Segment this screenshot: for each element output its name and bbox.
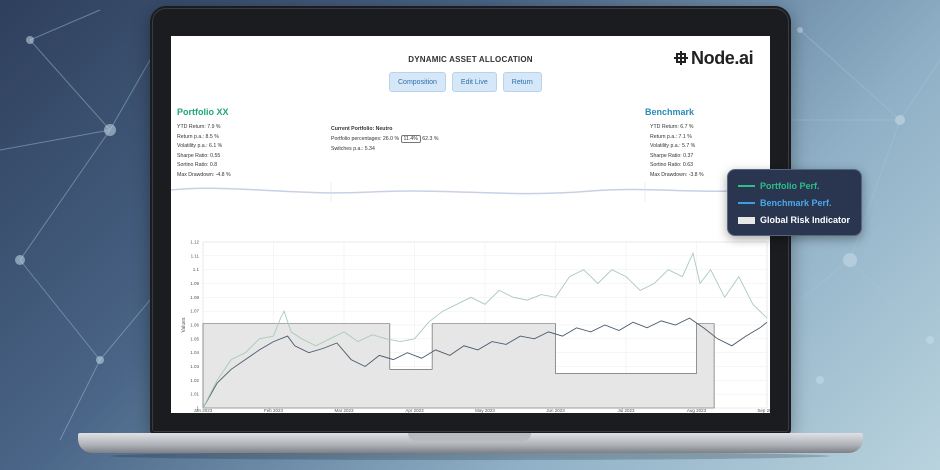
y-tick-label: 1.05 (190, 336, 199, 341)
y-tick-label: 1.04 (190, 350, 199, 355)
legend-label-benchmark: Benchmark Perf. (760, 198, 832, 208)
current-portfolio: Current Portfolio: Neutro Portfolio perc… (331, 124, 438, 154)
y-tick-label: 1.1 (193, 267, 200, 272)
x-tick-label: Jun 2023 (546, 408, 565, 413)
tab-composition[interactable]: Composition (389, 72, 446, 92)
y-tick-label: 1.07 (190, 309, 199, 314)
node-logo-icon (674, 51, 688, 65)
x-tick-label: Mar 2023 (334, 408, 354, 413)
x-axis-ticks: Jan 2023 Feb 2023 Mar 2023 Apr 2023 May 2023… (194, 408, 770, 413)
stat-max-drawdown: Max Drawdown: -4.8 % (177, 171, 231, 178)
tab-edit-live[interactable]: Edit Live (451, 72, 497, 92)
stat-volatility: Volatility p.a.: 6.1 % (177, 143, 223, 150)
x-tick-label: Jul 2023 (617, 408, 635, 413)
stat-sortino: Sortino Ratio: 0.8 (177, 162, 218, 169)
chart-legend: Portfolio Perf. Benchmark Perf. Global R… (727, 169, 862, 236)
x-tick-label: Aug 2023 (687, 408, 707, 413)
portfolio-percentages: Portfolio percentages: 26.0 % 11.4% 62.3… (331, 134, 438, 144)
y-tick-label: 1.03 (190, 364, 199, 369)
bench-stat-max-drawdown: Max Drawdown: -3.8 % (650, 171, 704, 178)
y-tick-label: 1.01 (190, 392, 199, 397)
legend-label-portfolio: Portfolio Perf. (760, 181, 820, 191)
view-tabs: Composition Edit Live Return (389, 72, 542, 92)
benchmark-line (202, 317, 768, 409)
chart-lines (202, 251, 768, 409)
benchmark-line-swatch (738, 202, 755, 204)
brand-logo[interactable]: Node.ai (674, 47, 754, 69)
benchmark-stats: YTD Return: 6.7 % Return p.a.: 7.1 % Vol… (650, 123, 704, 181)
bench-stat-sharpe: Sharpe Ratio: 0.37 (650, 152, 694, 159)
x-tick-label: Feb 2023 (264, 408, 284, 413)
switches-pa: Switches p.a.: 5.34 (331, 146, 375, 152)
y-tick-label: 1.02 (190, 378, 199, 383)
stat-sharpe: Sharpe Ratio: 0.55 (177, 152, 221, 159)
bench-stat-sortino: Sortino Ratio: 0.63 (650, 162, 693, 169)
y-tick-label: 1.11 (191, 253, 200, 258)
chart-wave-decoration (171, 187, 770, 195)
legend-item-portfolio[interactable]: Portfolio Perf. (738, 181, 820, 191)
risk-area (202, 323, 715, 409)
bench-stat-return-pa: Return p.a.: 7.1 % (650, 133, 692, 140)
bench-stat-volatility: Volatility p.a.: 5.7 % (650, 143, 696, 150)
performance-chart[interactable]: 1 1.01 1.02 1.03 1.04 1.05 1.06 1.07 1.08 1.09 1.1… (171, 182, 770, 413)
y-tick-label: 1.09 (190, 281, 199, 286)
y-axis-label: Values (181, 317, 187, 332)
portfolio-line (202, 251, 768, 409)
benchmark-title: Benchmark (645, 107, 695, 117)
x-tick-label: Jan 2023 (194, 408, 213, 413)
stat-ytd-return: YTD Return: 7.9 % (177, 124, 221, 130)
percentages-label: Portfolio percentages: 26.0 % (331, 136, 400, 142)
laptop-screen: DYNAMIC ASSET ALLOCATION Node.ai Composi… (171, 36, 770, 413)
legend-label-risk: Global Risk Indicator (760, 215, 851, 225)
y-tick-label: 1.08 (190, 295, 199, 300)
bench-stat-ytd-return: YTD Return: 6.7 % (650, 124, 694, 130)
x-tick-label: Sep 2023 (757, 408, 770, 413)
percentage-highlight[interactable]: 11.4% (400, 135, 421, 143)
tab-return[interactable]: Return (502, 72, 542, 92)
y-tick-label: 1 (196, 406, 199, 411)
logo-text: Node.ai (691, 47, 754, 68)
legend-item-risk[interactable]: Global Risk Indicator (738, 215, 850, 225)
x-tick-label: May 2023 (475, 408, 495, 413)
laptop-base (78, 433, 863, 453)
y-tick-label: 1.06 (190, 323, 199, 328)
page-title: DYNAMIC ASSET ALLOCATION (408, 55, 533, 64)
y-tick-label: 1.12 (190, 240, 199, 245)
risk-box-swatch (738, 216, 755, 224)
y-axis-ticks: 1 1.01 1.02 1.03 1.04 1.05 1.06 1.07 1.08 1.09 1.1… (190, 240, 199, 411)
laptop-shadow (110, 452, 830, 460)
portfolio-stats: YTD Return: 7.9 % Return p.a.: 8.5 % Vol… (177, 123, 231, 181)
portfolio-line-swatch (738, 185, 755, 187)
current-portfolio-title: Current Portfolio: Neutro (331, 126, 393, 132)
stat-return-pa: Return p.a.: 8.5 % (177, 133, 219, 140)
laptop-notch (408, 433, 531, 441)
x-tick-label: Apr 2023 (405, 408, 424, 413)
legend-item-benchmark[interactable]: Benchmark Perf. (738, 198, 832, 208)
percentages-rest: 62.3 % (422, 136, 439, 142)
risk-indicator-area (202, 323, 715, 409)
portfolio-title: Portfolio XX (177, 107, 229, 117)
